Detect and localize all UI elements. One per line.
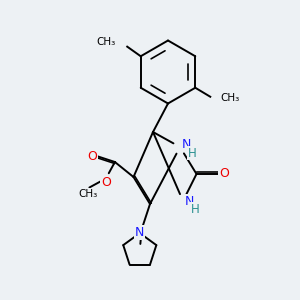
Text: O: O	[101, 176, 111, 189]
Text: N: N	[185, 195, 194, 208]
Text: CH₃: CH₃	[78, 189, 98, 199]
Text: O: O	[219, 167, 229, 180]
Text: N: N	[135, 226, 145, 239]
Text: H: H	[188, 146, 197, 160]
Text: CH₃: CH₃	[221, 93, 240, 103]
Text: N: N	[182, 138, 191, 151]
Text: CH₃: CH₃	[97, 37, 116, 47]
Text: H: H	[191, 203, 200, 216]
Text: O: O	[87, 149, 97, 163]
